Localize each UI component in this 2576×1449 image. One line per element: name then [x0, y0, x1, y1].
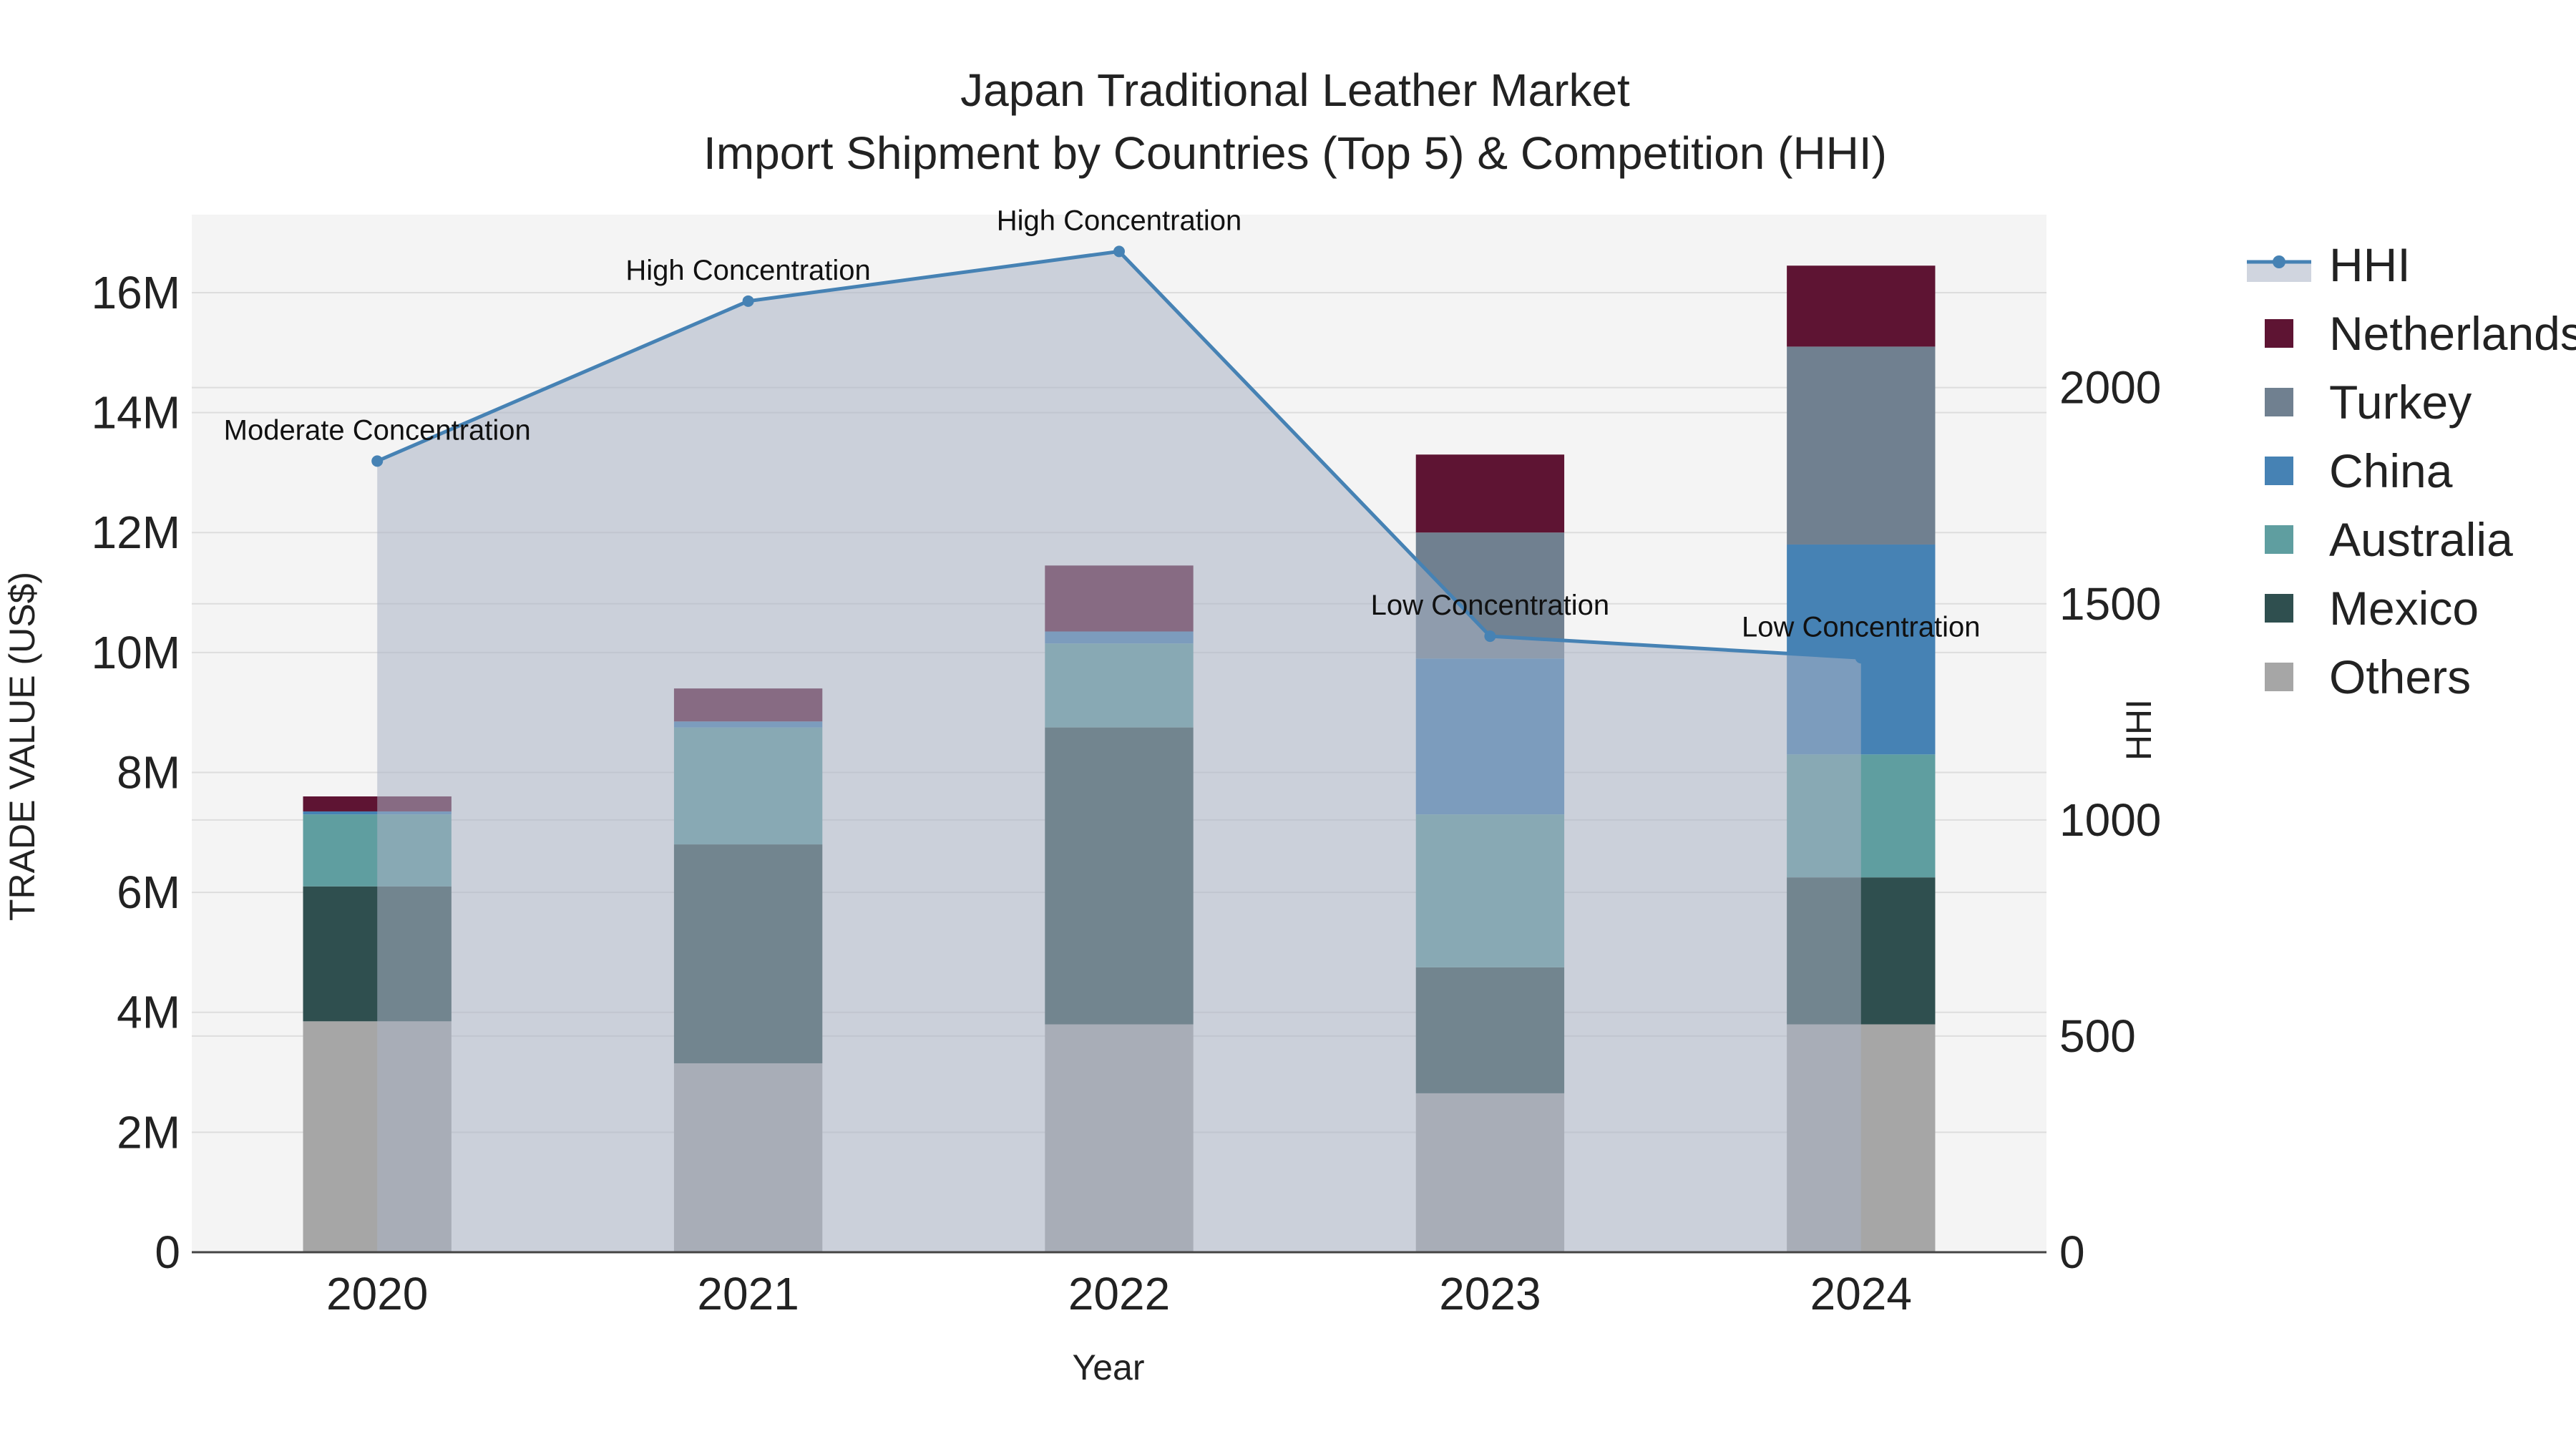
x-tick-label: 2021: [697, 1268, 799, 1319]
bar-netherlands-2023: [1415, 454, 1565, 533]
y-tick-label: 14M: [92, 387, 181, 439]
legend-label-others: Others: [2329, 650, 2471, 703]
hhi-layer: Moderate Concentration High Concentration…: [224, 205, 1981, 1253]
y-tick-label: 8M: [117, 746, 180, 798]
y-tick-label: 4M: [117, 987, 180, 1038]
legend-swatch-turkey: [2265, 388, 2293, 416]
y-tick-label: 10M: [92, 627, 181, 678]
hhi-annotation-2023: Low Concentration: [1371, 590, 1610, 621]
y-tick-label: 6M: [117, 867, 180, 918]
y2-tick-label: 1500: [2059, 578, 2161, 630]
hhi-point-2024: [1855, 652, 1867, 664]
chart-subtitle: Import Shipment by Countries (Top 5) & C…: [703, 127, 1887, 179]
hhi-point-2023: [1484, 630, 1496, 643]
legend-label-turkey: Turkey: [2329, 376, 2472, 429]
legend-label-hhi: HHI: [2329, 238, 2411, 291]
x-axis-ticks: 2020 2021 2022 2023 2024: [326, 1268, 1912, 1319]
y2-tick-label: 0: [2059, 1226, 2085, 1278]
legend-swatch-others: [2265, 663, 2293, 691]
y-tick-label: 12M: [92, 507, 181, 558]
legend-label-china: China: [2329, 444, 2453, 497]
hhi-point-2020: [371, 455, 384, 467]
legend-swatch-netherlands: [2265, 319, 2293, 348]
legend-label-netherlands: Netherlands: [2329, 307, 2576, 360]
legend-label-australia: Australia: [2329, 513, 2513, 566]
y-tick-label: 16M: [92, 267, 181, 318]
y-axis-ticks: 0 2M 4M 6M 8M 10M 12M 14M 16M: [92, 267, 181, 1278]
x-tick-label: 2023: [1439, 1268, 1541, 1319]
bar-netherlands-2024: [1787, 265, 1936, 347]
legend-hhi-marker: [2273, 255, 2285, 268]
legend-swatch-mexico: [2265, 594, 2293, 623]
y2-tick-label: 2000: [2059, 362, 2161, 414]
hhi-point-2022: [1113, 245, 1125, 258]
y-tick-label: 0: [155, 1226, 180, 1278]
hhi-annotation-2021: High Concentration: [625, 255, 870, 286]
chart-title: Japan Traditional Leather Market: [960, 64, 1630, 116]
y-tick-label: 2M: [117, 1106, 180, 1158]
legend-swatch-australia: [2265, 525, 2293, 554]
legend-swatch-china: [2265, 457, 2293, 485]
bar-turkey-2024: [1787, 346, 1936, 545]
x-tick-label: 2022: [1068, 1268, 1170, 1319]
hhi-area: [377, 251, 1861, 1253]
legend-label-mexico: Mexico: [2329, 582, 2479, 635]
y2-axis-ticks: 0 500 1000 1500 2000: [2059, 362, 2161, 1278]
hhi-annotation-2022: High Concentration: [997, 205, 1241, 236]
y2-tick-label: 1000: [2059, 794, 2161, 846]
y-axis-title: TRADE VALUE (US$): [2, 572, 42, 921]
x-tick-label: 2020: [326, 1268, 428, 1319]
x-tick-label: 2024: [1810, 1268, 1912, 1319]
hhi-annotation-2024: Low Concentration: [1742, 611, 1981, 643]
x-axis-title: Year: [1072, 1347, 1144, 1387]
hhi-point-2021: [742, 295, 754, 307]
y2-axis-title: HHI: [2119, 699, 2159, 761]
y2-tick-label: 500: [2059, 1010, 2136, 1062]
legend: HHI Netherlands Turkey China Australia Mexico…: [2247, 238, 2576, 703]
hhi-annotation-2020: Moderate Concentration: [224, 414, 531, 446]
